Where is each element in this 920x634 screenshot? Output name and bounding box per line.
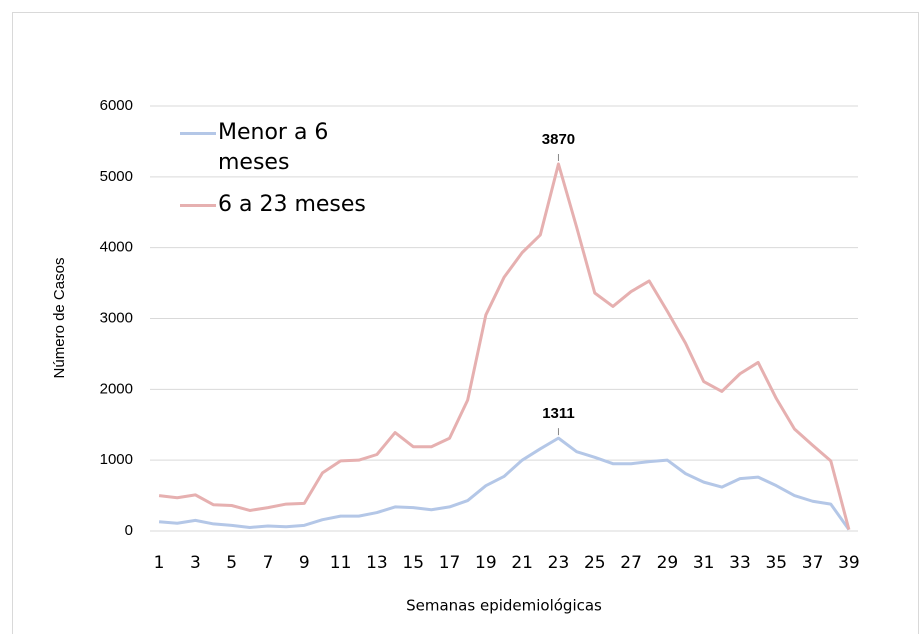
x-tick-label: 27 <box>620 553 642 573</box>
y-tick-label: 3000 <box>100 309 133 326</box>
x-tick-label: 39 <box>838 553 860 573</box>
x-tick-label: 13 <box>366 553 388 573</box>
x-tick-label: 15 <box>402 553 424 573</box>
series-line <box>158 436 851 531</box>
legend-swatch <box>180 132 216 135</box>
chart-border <box>12 12 919 634</box>
y-tick-label: 2000 <box>100 380 133 397</box>
y-tick-label: 5000 <box>100 168 133 185</box>
x-axis-title: Semanas epidemiológicas <box>406 597 602 615</box>
y-tick-label: 6000 <box>100 97 133 114</box>
y-tick-label: 1000 <box>100 451 133 468</box>
series-line <box>158 162 851 530</box>
legend-swatch <box>180 204 216 207</box>
x-tick-label: 35 <box>765 553 787 573</box>
x-tick-label: 9 <box>299 553 310 573</box>
x-tick-label: 31 <box>693 553 715 573</box>
x-tick-label: 5 <box>226 553 237 573</box>
y-tick-label: 4000 <box>100 239 133 256</box>
x-tick-label: 11 <box>330 553 352 573</box>
legend-label: Menor a 6 meses <box>218 120 329 175</box>
x-tick-label: 37 <box>802 553 824 573</box>
legend-label: 6 a 23 meses <box>218 192 366 217</box>
x-tick-label: 23 <box>548 553 570 573</box>
x-tick-label: 3 <box>190 553 201 573</box>
y-axis-title: Número de Casos <box>51 258 68 379</box>
x-tick-label: 1 <box>154 553 165 573</box>
x-tick-label: 29 <box>657 553 679 573</box>
data-label: 3870 <box>542 131 575 148</box>
x-tick-label: 25 <box>584 553 606 573</box>
x-tick-label: 21 <box>511 553 533 573</box>
x-tick-label: 33 <box>729 553 751 573</box>
legend: Menor a 6 meses 6 a 23 meses <box>180 118 400 232</box>
x-tick-label: 19 <box>475 553 497 573</box>
y-tick-label: 0 <box>125 522 133 539</box>
data-label: 1311 <box>542 405 575 422</box>
legend-item: 6 a 23 meses <box>180 190 400 220</box>
x-tick-label: 7 <box>263 553 274 573</box>
x-tick-label: 17 <box>439 553 461 573</box>
legend-item: Menor a 6 meses <box>180 118 400 178</box>
